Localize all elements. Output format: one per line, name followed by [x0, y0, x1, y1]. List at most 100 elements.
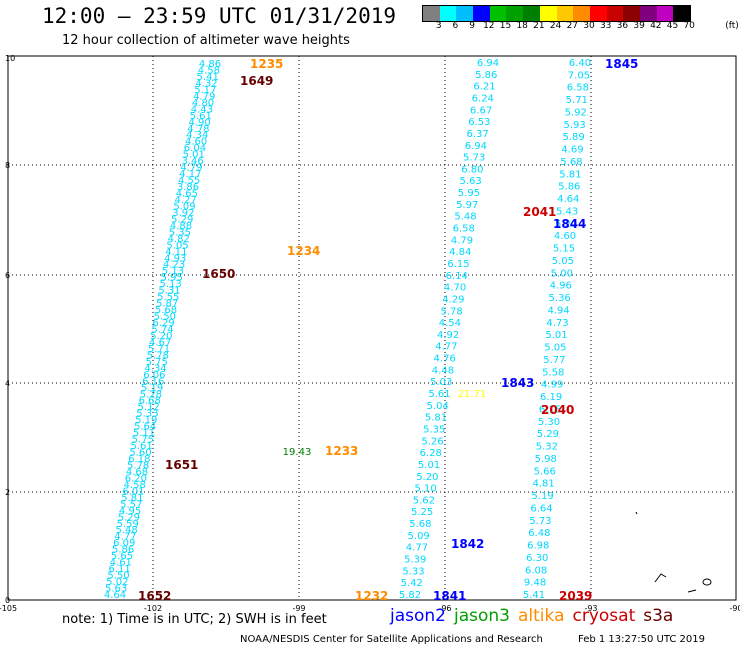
- swh-value: 4.80: [192, 98, 214, 109]
- swh-value: 6.16: [142, 376, 164, 387]
- swh-value: 4.77: [406, 543, 428, 554]
- color-swatch: [506, 6, 524, 21]
- swh-value: 6.08: [525, 565, 547, 576]
- swh-value: 3.46: [181, 156, 203, 167]
- swh-value: 6.67: [470, 105, 492, 116]
- swh-value: 9.48: [524, 578, 546, 589]
- color-scale-label: 3: [435, 21, 442, 31]
- swh-value: 5.10: [414, 484, 436, 495]
- swh-value: 4.77: [435, 342, 457, 353]
- swh-value: 5.97: [456, 200, 478, 211]
- color-scale-label: 27: [566, 21, 579, 31]
- swh-value: 5.64: [134, 422, 156, 433]
- color-swatch: [589, 6, 607, 21]
- pass-time-label: 1232: [355, 589, 388, 603]
- swh-value: 4.11: [165, 247, 187, 258]
- y-tick-label: 8: [5, 161, 10, 170]
- swh-value: 4.60: [185, 137, 207, 148]
- color-swatch: [489, 6, 507, 21]
- swh-value: 5.89: [562, 132, 584, 143]
- color-scale-labels: 3 6 9 12 15 18 21 24 27 30 33 36 39 42 45 70 (ft): [422, 21, 740, 35]
- swh-value: 5.13: [162, 266, 184, 277]
- swh-value: 6.58: [453, 224, 475, 235]
- swh-value: 5.09: [408, 531, 430, 542]
- swh-value: 5.03: [430, 377, 452, 388]
- swh-value: 5.71: [566, 95, 588, 106]
- swh-value: 4.88: [170, 221, 192, 232]
- swh-value: 6.53: [468, 117, 490, 128]
- swh-value: 6.01: [122, 486, 144, 497]
- color-scale-label: 18: [516, 21, 528, 31]
- swh-value: 4.93: [164, 253, 186, 264]
- satellite-legend: jason2 jason3 altika cryosat s3a: [390, 606, 681, 626]
- swh-value: 6.30: [526, 553, 548, 564]
- swh-value: 5.31: [158, 286, 180, 297]
- swh-value: 5.86: [112, 545, 134, 556]
- y-tick-label: 0: [5, 596, 10, 605]
- color-scale-label: 9: [469, 21, 475, 31]
- color-scale-label: 33: [599, 21, 612, 31]
- swh-value: 4.70: [444, 283, 466, 294]
- swh-value: 5.95: [458, 188, 480, 199]
- color-scale-label: 6: [452, 21, 459, 31]
- swh-value: 5.55: [157, 292, 179, 303]
- swh-value: 5.01: [183, 150, 205, 161]
- y-tick-label: 2: [5, 488, 10, 497]
- swh-value: 5.87: [156, 299, 178, 310]
- swh-value: 5.19: [141, 383, 163, 394]
- swh-value: 5.68: [155, 305, 177, 316]
- swh-value: 7.05: [568, 70, 590, 81]
- x-tick-label: -90: [729, 604, 740, 613]
- swh-value: 5.75: [132, 435, 154, 446]
- swh-value: 4.55: [178, 176, 200, 187]
- swh-value: 5.15: [553, 244, 575, 255]
- swh-value: 5.20: [150, 331, 172, 342]
- color-scale-label: 15: [499, 21, 512, 31]
- swh-value: 5.11: [133, 428, 155, 439]
- swh-value: 5.61: [131, 441, 153, 452]
- swh-value: 5.09: [173, 201, 195, 212]
- swh-value: 4.48: [432, 365, 454, 376]
- swh-value: 4.96: [550, 281, 572, 292]
- swh-value: 6.28: [420, 448, 442, 459]
- swh-value: 4.64: [557, 194, 579, 205]
- swh-value: 5.81: [559, 169, 581, 180]
- color-swatch: [623, 6, 640, 21]
- color-scale-label: 42: [650, 21, 662, 31]
- swh-value: 6.20: [125, 473, 147, 484]
- y-tick-label: 6: [5, 271, 10, 280]
- color-scale-label: 12: [483, 21, 495, 31]
- color-scale-label: 21: [533, 21, 545, 31]
- swh-value: 5.48: [115, 525, 137, 536]
- swh-value: 6.11: [109, 564, 131, 575]
- pass-time-label: 1843: [501, 376, 534, 390]
- color-swatch: [473, 6, 490, 21]
- swh-value: 4.60: [554, 231, 576, 242]
- swh-value: 4.84: [449, 247, 471, 258]
- swh-value: 5.05: [544, 343, 566, 354]
- swh-value: 5.74: [151, 325, 173, 336]
- pass-time-label: 1845: [605, 57, 638, 71]
- swh-value: 6.15: [447, 259, 469, 270]
- swh-value: 6.37: [466, 129, 488, 140]
- pass-time-label: 1844: [553, 217, 586, 231]
- color-scale-label: 39: [633, 21, 645, 31]
- pass-time-label: 1842: [451, 537, 484, 551]
- swh-value: 5.50: [154, 312, 176, 323]
- swh-value: 4.68: [126, 467, 148, 478]
- swh-value: 5.77: [543, 355, 565, 366]
- legend-item-cryosat: cryosat: [572, 606, 636, 626]
- swh-value: 5.32: [536, 442, 558, 453]
- swh-value: 6.09: [113, 538, 135, 549]
- color-scale-bar: [422, 5, 691, 22]
- swh-value: 5.98: [535, 454, 557, 465]
- swh-value: 5.81: [121, 493, 143, 504]
- legend-item-jason2: jason2: [390, 606, 446, 626]
- swh-value: 4.82: [168, 234, 190, 245]
- swh-value: 5.01: [545, 330, 567, 341]
- x-tick-label: -99: [292, 604, 305, 613]
- swh-value: 4.58: [198, 65, 220, 76]
- swh-value: 5.29: [118, 512, 140, 523]
- swh-value: 5.66: [534, 466, 556, 477]
- swh-value: 6.98: [527, 541, 549, 552]
